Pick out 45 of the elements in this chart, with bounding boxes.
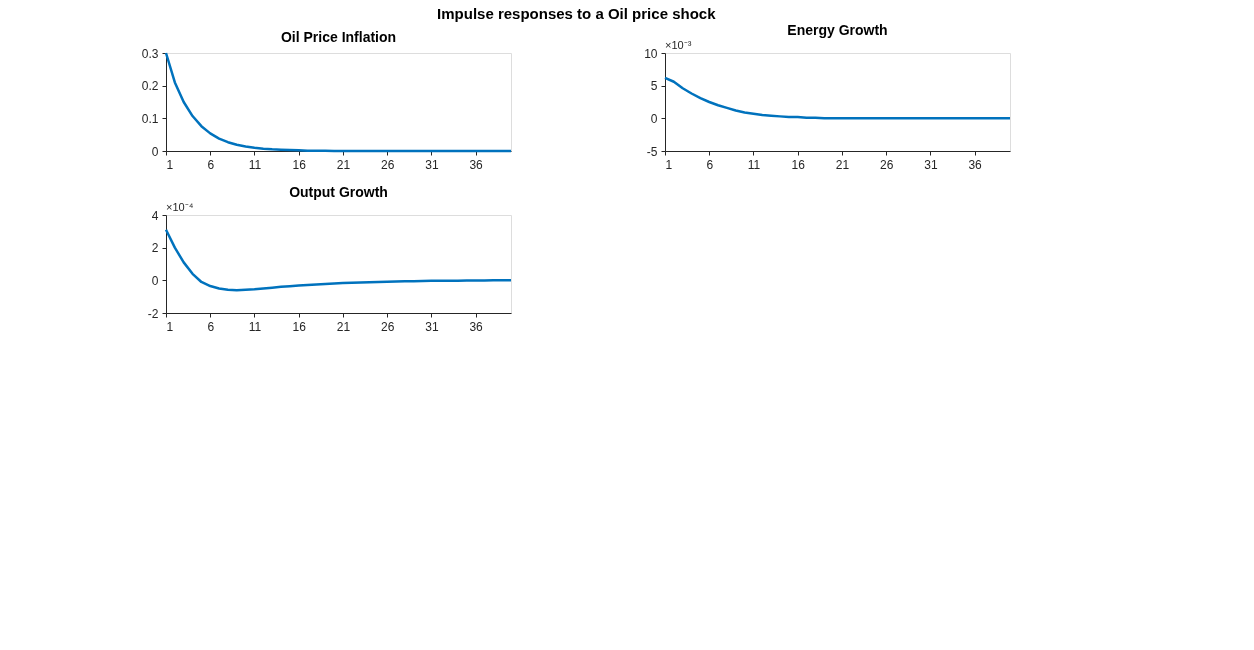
- x-tick-label: 11: [747, 157, 761, 172]
- line-series: [663, 76, 1012, 120]
- x-tick-label: 26: [380, 319, 395, 334]
- x-tick-label: 31: [425, 157, 439, 172]
- y-tick-label: 0: [151, 144, 159, 159]
- chart-title: Oil Price Inflation: [280, 29, 397, 45]
- line-series: [164, 51, 513, 153]
- y-tick-label: 4: [151, 208, 159, 223]
- x-tick-label: 31: [924, 157, 938, 172]
- x-tick-label: 36: [968, 157, 983, 172]
- chart-title: Energy Growth: [787, 22, 888, 38]
- x-tick-label: 31: [425, 319, 439, 334]
- x-tick-label: 16: [292, 319, 307, 334]
- x-tick-label: 6: [207, 319, 215, 334]
- x-tick-label: 16: [791, 157, 806, 172]
- x-tick-label: 1: [166, 319, 174, 334]
- y-tick-label: 0: [151, 273, 159, 288]
- x-tick-label: 11: [248, 319, 262, 334]
- y-tick-label: -5: [646, 144, 658, 159]
- x-tick-label: 16: [292, 157, 307, 172]
- x-tick-label: 36: [469, 157, 484, 172]
- x-tick-label: 11: [248, 157, 262, 172]
- text: Impulse responses to a Oil price shock: [437, 4, 717, 22]
- y-tick-label: 0.1: [141, 111, 159, 126]
- y-tick-label: 0.2: [141, 79, 159, 94]
- text: ×10⁻³: [665, 39, 692, 51]
- y-tick-label: 0: [650, 111, 658, 126]
- x-tick-label: 1: [665, 157, 673, 172]
- x-tick-label: 6: [706, 157, 714, 172]
- y-tick-label: -2: [147, 306, 159, 321]
- text: ×10⁻⁴: [166, 201, 194, 213]
- x-tick-label: 6: [207, 157, 215, 172]
- y-tick-label: 0.3: [141, 46, 159, 61]
- x-tick-label: 21: [835, 157, 850, 172]
- x-tick-label: 26: [879, 157, 894, 172]
- y-tick-label: 10: [644, 46, 658, 61]
- y-tick-label: 2: [151, 241, 159, 256]
- chart-title: Output Growth: [289, 184, 388, 200]
- x-tick-label: 36: [469, 319, 484, 334]
- y-tick-label: 5: [650, 79, 658, 94]
- x-tick-label: 1: [166, 157, 174, 172]
- line-series: [164, 228, 513, 292]
- x-tick-label: 26: [380, 157, 395, 172]
- x-tick-label: 21: [336, 319, 351, 334]
- x-tick-label: 21: [336, 157, 351, 172]
